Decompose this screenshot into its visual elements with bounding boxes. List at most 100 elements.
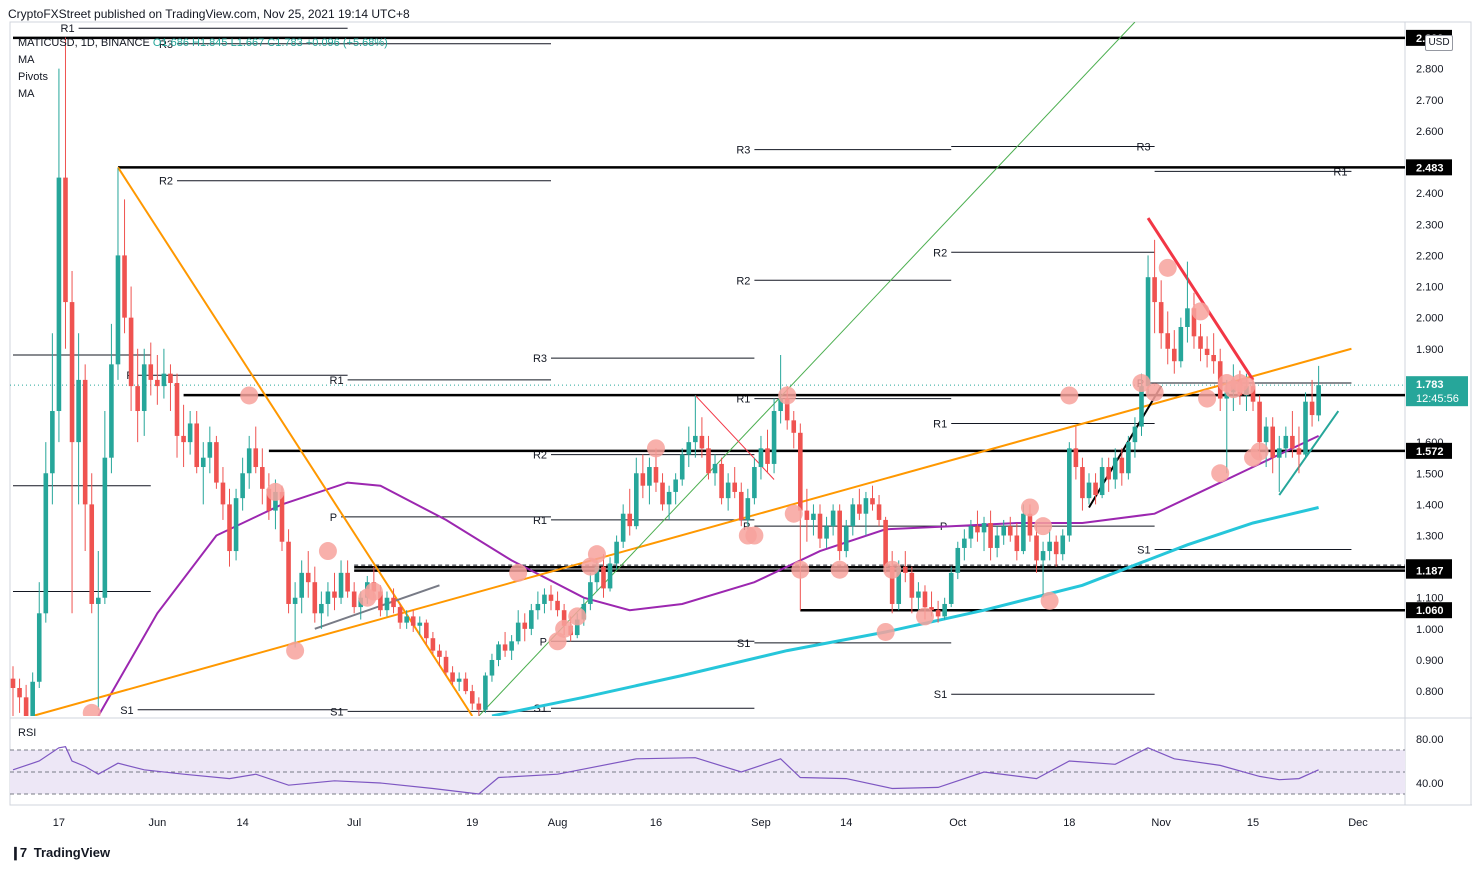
candle-body — [948, 572, 954, 604]
marker-circle — [509, 563, 528, 582]
candle — [122, 199, 127, 334]
candle — [194, 411, 200, 474]
candle — [463, 672, 469, 695]
candle-body — [679, 454, 685, 480]
marker-circle — [1034, 517, 1053, 536]
candle — [1204, 336, 1210, 368]
candle — [522, 613, 528, 642]
tradingview-footer[interactable]: ❙7 TradingView — [10, 845, 110, 861]
candle — [483, 672, 488, 713]
candle-body — [23, 697, 29, 716]
candle — [1099, 457, 1105, 499]
marker-circle — [745, 526, 764, 545]
candle-body — [542, 594, 547, 604]
candle-body — [128, 317, 134, 387]
marker-circle — [587, 545, 606, 564]
marker-circle — [1158, 258, 1177, 277]
x-tick-label: Oct — [949, 817, 966, 829]
candle — [706, 435, 711, 480]
candle — [200, 442, 206, 505]
candle-body — [305, 572, 311, 583]
level-badge-2.483 — [1406, 159, 1452, 176]
candle-body — [817, 513, 823, 539]
candle — [1040, 541, 1046, 598]
marker-circle — [1237, 377, 1256, 396]
currency-button[interactable]: USD — [1425, 35, 1453, 51]
rsi-legend[interactable]: RSI — [18, 727, 37, 739]
pivot-label-r3: R3 — [159, 39, 173, 51]
legend-open: O1.686 — [152, 37, 189, 49]
pivot-label-s1: S1 — [934, 689, 947, 701]
candle-body — [345, 572, 350, 592]
candle — [181, 404, 186, 468]
candle — [673, 473, 678, 505]
candle-body — [686, 442, 692, 455]
candle — [502, 631, 508, 657]
candle — [771, 398, 777, 474]
candle — [1093, 473, 1098, 505]
candle — [332, 572, 337, 611]
candle — [732, 467, 738, 499]
candle — [36, 582, 42, 688]
candle-body — [148, 364, 154, 380]
candle-body — [496, 644, 501, 660]
candle — [614, 535, 619, 570]
candle — [168, 364, 173, 412]
published-by-text: CryptoFXStreet published on TradingView.… — [8, 7, 410, 21]
candle — [1060, 529, 1066, 561]
candle — [450, 666, 455, 685]
candle-body — [758, 448, 764, 468]
candle — [1178, 317, 1184, 368]
candle — [968, 519, 974, 548]
candle-body — [896, 566, 902, 604]
candle — [548, 585, 554, 611]
candle — [174, 373, 180, 458]
candle — [1112, 448, 1118, 489]
candle-body — [699, 435, 705, 449]
candle — [345, 560, 350, 598]
candle — [620, 504, 626, 548]
candle-body — [666, 491, 672, 505]
candle — [1303, 392, 1308, 458]
legend-indicator-ma[interactable]: MA — [18, 54, 35, 66]
candle-body — [122, 255, 127, 318]
candle — [994, 526, 1000, 558]
candle-body — [1021, 513, 1026, 552]
candle — [830, 504, 836, 536]
legend-indicator-ma-2[interactable]: MA — [18, 88, 35, 100]
candle-body — [929, 607, 934, 611]
candle-body — [417, 622, 423, 626]
candle — [102, 411, 108, 604]
ma-slow-line — [491, 506, 1319, 716]
candle — [758, 435, 764, 480]
candle — [351, 582, 357, 614]
candle-body — [1093, 482, 1098, 496]
candle — [286, 529, 291, 614]
legend-symbol: MATICUSD, 1D, BINANCE — [18, 37, 150, 49]
candle — [529, 603, 534, 636]
candle — [1290, 411, 1295, 458]
candle — [10, 666, 16, 716]
candle — [496, 641, 501, 667]
legend-low: L1.667 — [230, 37, 265, 49]
candle-body — [660, 482, 665, 505]
candle — [128, 286, 134, 412]
candle-body — [607, 563, 613, 589]
candle-body — [469, 691, 475, 704]
candle-body — [1250, 386, 1256, 402]
candle — [981, 516, 987, 552]
legend-indicator-pivots[interactable]: Pivots — [18, 71, 48, 83]
candle — [1106, 457, 1111, 492]
y-tick-label: 1.300 — [1416, 530, 1444, 542]
candle — [627, 488, 633, 536]
candle-body — [994, 535, 1000, 548]
candle-body — [1198, 336, 1203, 349]
x-tick-label: Sep — [751, 817, 771, 829]
candle — [811, 504, 816, 536]
level-badge-text-1.060: 1.060 — [1416, 605, 1444, 617]
candle-body — [640, 473, 646, 486]
candle — [837, 504, 842, 561]
candle-body — [483, 675, 488, 710]
candle-body — [95, 597, 101, 604]
